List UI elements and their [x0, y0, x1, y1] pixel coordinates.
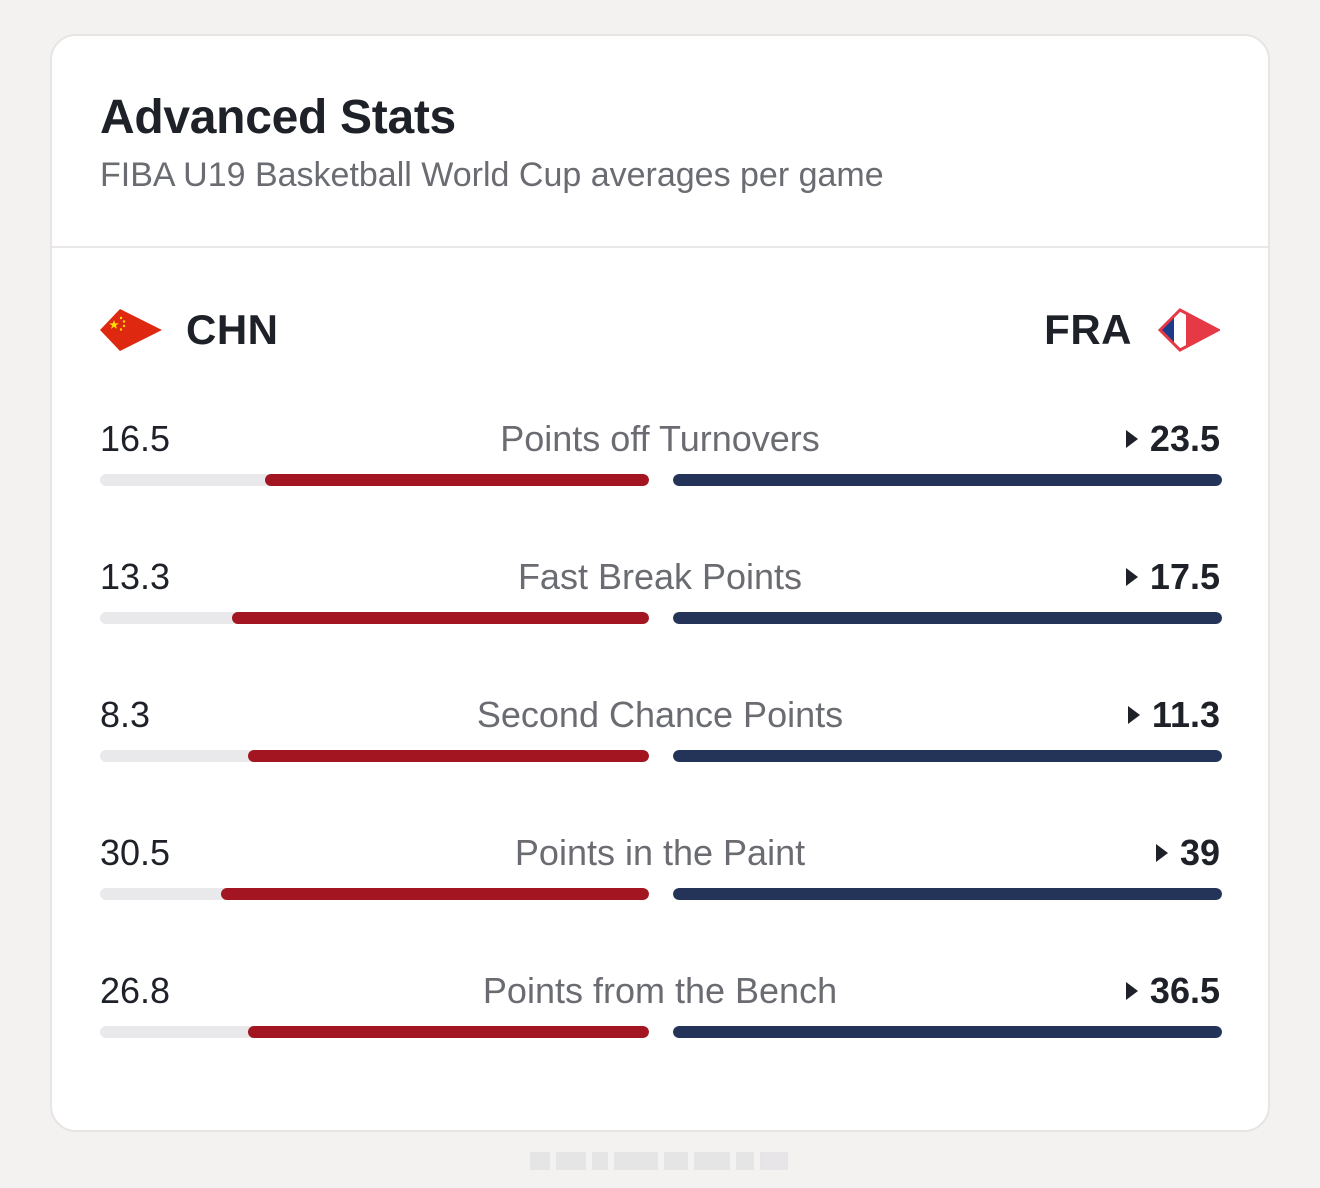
- stat-row: 30.5 Points in the Paint 39: [52, 810, 1268, 948]
- teams-header: CHN FRA: [52, 248, 1268, 396]
- leader-caret-icon: [1155, 844, 1168, 862]
- home-stat-bar: [100, 750, 649, 762]
- watermark: [530, 1152, 790, 1176]
- away-team-abbr: FRA: [1044, 306, 1132, 353]
- away-stat-bar: [673, 888, 1222, 900]
- away-stat: 23.5: [1125, 418, 1220, 460]
- home-stat-bar: [100, 612, 649, 624]
- away-stat-bar-fill: [673, 1026, 1222, 1038]
- card-subtitle: FIBA U19 Basketball World Cup averages p…: [100, 156, 884, 194]
- away-stat-bar-fill: [673, 474, 1222, 486]
- advanced-stats-card: Advanced Stats FIBA U19 Basketball World…: [50, 34, 1270, 1132]
- leader-caret-icon: [1125, 982, 1138, 1000]
- away-stat-value: 11.3: [1151, 694, 1220, 735]
- home-stat-bar-fill: [248, 1026, 649, 1038]
- china-flag-icon: [100, 309, 162, 351]
- home-stat-value: 8.3: [100, 694, 151, 735]
- stat-row: 16.5 Points off Turnovers 23.5: [52, 396, 1268, 534]
- stat-label: Points off Turnovers: [500, 418, 820, 459]
- home-stat-bar: [100, 1026, 649, 1038]
- home-stat-value: 26.8: [100, 970, 171, 1011]
- away-stat-bar-fill: [673, 888, 1222, 900]
- card-header: Advanced Stats FIBA U19 Basketball World…: [52, 36, 1268, 248]
- stat-label: Fast Break Points: [517, 556, 803, 597]
- away-stat-bar: [673, 1026, 1222, 1038]
- away-stat: 36.5: [1125, 970, 1220, 1012]
- stat-row: 8.3 Second Chance Points 11.3: [52, 672, 1268, 810]
- home-stat-value: 30.5: [100, 832, 171, 873]
- home-stat-bar-fill: [231, 612, 649, 624]
- home-stat-bar-fill: [220, 888, 649, 900]
- home-team-abbr: CHN: [186, 306, 279, 353]
- card-title: Advanced Stats: [100, 91, 456, 144]
- away-stat-bar-fill: [673, 612, 1222, 624]
- away-stat-value: 17.5: [1149, 556, 1220, 597]
- leader-caret-icon: [1125, 430, 1138, 448]
- home-stat-value: 16.5: [100, 418, 171, 459]
- home-stat-bar-fill: [248, 750, 649, 762]
- stat-list: 16.5 Points off Turnovers 23.5 13.3 Fast…: [52, 396, 1268, 1086]
- away-stat: 11.3: [1127, 694, 1220, 736]
- stat-label: Points in the Paint: [514, 832, 806, 873]
- away-stat-bar: [673, 612, 1222, 624]
- away-team[interactable]: FRA: [1044, 306, 1220, 354]
- away-stat-bar: [673, 750, 1222, 762]
- away-stat-value: 36.5: [1149, 970, 1220, 1011]
- home-team[interactable]: CHN: [100, 306, 279, 354]
- leader-caret-icon: [1127, 706, 1140, 724]
- home-stat-bar-fill: [264, 474, 649, 486]
- away-stat: 17.5: [1125, 556, 1220, 598]
- home-stat-value: 13.3: [100, 556, 171, 597]
- home-stat-bar: [100, 888, 649, 900]
- home-stat-bar: [100, 474, 649, 486]
- stat-row: 13.3 Fast Break Points 17.5: [52, 534, 1268, 672]
- stat-label: Points from the Bench: [482, 970, 838, 1011]
- away-stat-value: 23.5: [1149, 418, 1220, 459]
- france-flag-icon: [1158, 308, 1220, 352]
- away-stat-bar-fill: [673, 750, 1222, 762]
- away-stat-bar: [673, 474, 1222, 486]
- stat-label: Second Chance Points: [476, 694, 844, 735]
- away-stat: 39: [1155, 832, 1220, 874]
- stat-row: 26.8 Points from the Bench 36.5: [52, 948, 1268, 1086]
- away-stat-value: 39: [1179, 832, 1220, 873]
- leader-caret-icon: [1125, 568, 1138, 586]
